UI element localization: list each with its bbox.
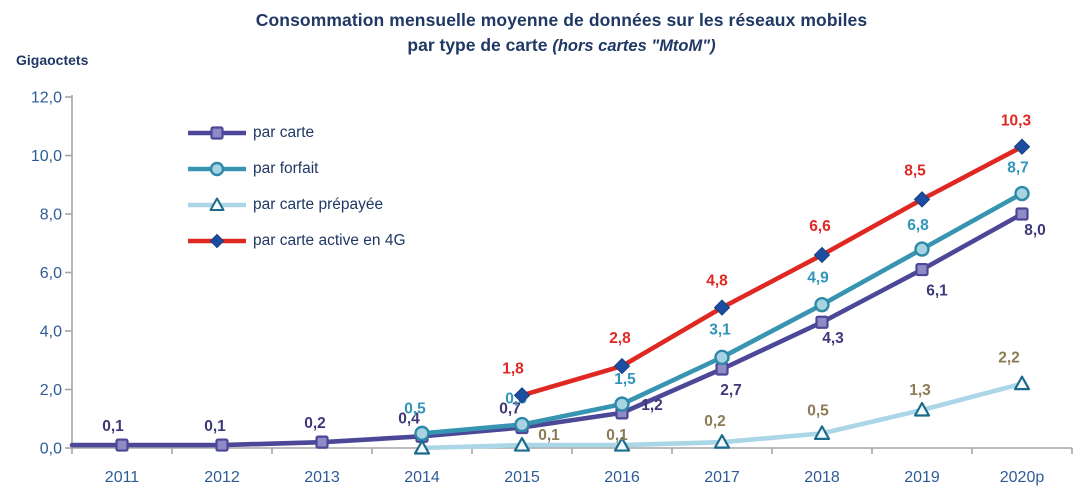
data-point-label: 1,2 xyxy=(641,397,663,414)
data-point-label: 0,1 xyxy=(606,427,628,444)
chart-title-line2-italic: (hors cartes "MtoM") xyxy=(552,37,716,56)
data-point-marker-triangle xyxy=(613,436,631,452)
data-point-label: 0,4 xyxy=(398,410,420,427)
data-point-label: 2,7 xyxy=(720,382,742,399)
legend-circle xyxy=(209,161,225,177)
data-point-label: 0,2 xyxy=(304,415,326,432)
legend-triangle xyxy=(209,197,225,211)
data-point-label: 4,9 xyxy=(807,270,829,287)
data-point-label: 2,2 xyxy=(998,350,1020,367)
y-axis-tick-label: 10,0 xyxy=(31,148,62,165)
data-point-marker-triangle xyxy=(913,401,931,417)
legend-marker-triangle-icon xyxy=(188,197,246,211)
legend-label: par carte prépayée xyxy=(253,196,384,213)
data-point-marker-diamond xyxy=(713,299,731,316)
data-point-label: 1,8 xyxy=(502,360,524,377)
x-axis-tick-label: 2015 xyxy=(504,469,540,486)
x-axis-tick-label: 2012 xyxy=(204,469,240,486)
chart-title-line2-bold: par type de carte xyxy=(407,35,553,56)
data-point-marker-square xyxy=(215,438,229,452)
data-point-label: 2,8 xyxy=(609,330,631,347)
data-point-label: 0,1 xyxy=(538,427,560,444)
x-axis-tick-label: 2018 xyxy=(804,469,840,486)
y-axis-tick-label: 0,0 xyxy=(40,441,62,458)
series-line xyxy=(519,144,1025,398)
legend-label: par carte active en 4G xyxy=(253,232,406,249)
data-point-label: 0,2 xyxy=(704,413,726,430)
x-axis-tick-label: 2017 xyxy=(704,469,740,486)
legend-marker-diamond-icon xyxy=(188,233,246,249)
data-point-marker-diamond xyxy=(1013,138,1031,155)
legend-marker-circle-icon xyxy=(188,161,246,177)
legend-label: par carte xyxy=(253,124,315,141)
data-point-marker-diamond xyxy=(513,387,531,404)
x-axis-tick-label: 2016 xyxy=(604,469,640,486)
y-axis-tick-label: 2,0 xyxy=(40,382,62,399)
data-point-marker-circle xyxy=(914,241,930,257)
data-point-marker-square xyxy=(315,435,329,449)
data-point-label: 0,1 xyxy=(204,418,226,435)
data-point-marker-square xyxy=(115,438,129,452)
y-axis-tick-label: 12,0 xyxy=(31,90,62,107)
data-point-label: 3,1 xyxy=(709,321,731,338)
data-point-marker-circle xyxy=(614,396,630,412)
chart-title-line2: par type de carte (hors cartes "MtoM") xyxy=(60,33,1063,59)
data-point-marker-square xyxy=(915,262,929,277)
data-point-label: 1,3 xyxy=(909,382,931,399)
data-point-marker-diamond xyxy=(613,357,631,375)
chart-legend: par carte par forfait par carte prépayée pa… xyxy=(188,115,406,259)
data-point-marker-square xyxy=(815,315,829,329)
data-point-label: 8,7 xyxy=(1007,160,1029,177)
data-point-marker-triangle xyxy=(513,436,531,452)
x-axis-tick-label: 2020p xyxy=(1000,469,1045,486)
y-axis-tick-label: 6,0 xyxy=(40,265,62,282)
data-point-label: 10,3 xyxy=(1001,113,1032,130)
x-axis-tick-label: 2019 xyxy=(904,469,940,486)
legend-item-2: par forfait xyxy=(188,151,406,187)
legend-diamond xyxy=(209,233,225,249)
data-point-marker-triangle xyxy=(813,425,831,440)
data-point-marker-diamond xyxy=(813,246,831,264)
data-point-label: 8,0 xyxy=(1024,222,1046,239)
data-point-label: 0,5 xyxy=(404,400,426,417)
data-point-label: 0,1 xyxy=(102,418,124,435)
y-axis-tick-label: 8,0 xyxy=(40,207,62,224)
data-point-marker-square xyxy=(1015,207,1029,221)
y-axis-unit-label: Gigaoctets xyxy=(16,52,89,68)
y-axis-tick-label: 4,0 xyxy=(40,324,62,341)
legend-item-1: par carte xyxy=(188,115,406,151)
data-point-label: 6,8 xyxy=(907,217,929,234)
data-point-marker-circle xyxy=(1014,185,1030,202)
data-point-marker-diamond xyxy=(913,191,931,208)
data-point-label: 0,5 xyxy=(807,402,829,419)
data-point-label: 4,3 xyxy=(822,330,844,347)
chart-title: Consommation mensuelle moyenne de donnée… xyxy=(60,8,1063,59)
legend-item-3: par carte prépayée xyxy=(188,187,406,223)
data-point-marker-circle xyxy=(814,296,830,313)
data-point-label: 4,8 xyxy=(706,273,728,290)
data-point-marker-triangle xyxy=(413,439,431,455)
legend-label: par forfait xyxy=(253,160,319,177)
legend-marker-square-icon xyxy=(188,126,246,140)
data-point-label: 6,1 xyxy=(926,283,948,300)
legend-item-4: par carte active en 4G xyxy=(188,223,406,259)
data-point-marker-triangle xyxy=(1013,375,1031,391)
data-point-label: 8,5 xyxy=(904,162,926,179)
x-axis-tick-label: 2011 xyxy=(105,469,140,486)
data-point-marker-circle xyxy=(714,349,730,366)
data-point-label: 6,6 xyxy=(809,218,831,235)
x-axis-tick-label: 2014 xyxy=(404,469,440,486)
data-point-label: 0,7 xyxy=(499,401,521,418)
data-point-marker-circle xyxy=(514,416,530,433)
x-axis-tick-label: 2013 xyxy=(304,469,340,486)
legend-square xyxy=(210,126,224,140)
data-point-label: 1,5 xyxy=(614,371,636,388)
data-point-marker-triangle xyxy=(713,434,731,449)
data-point-marker-square xyxy=(715,362,729,376)
data-point-marker-circle xyxy=(414,425,430,442)
chart-title-line1: Consommation mensuelle moyenne de donnée… xyxy=(255,10,868,30)
